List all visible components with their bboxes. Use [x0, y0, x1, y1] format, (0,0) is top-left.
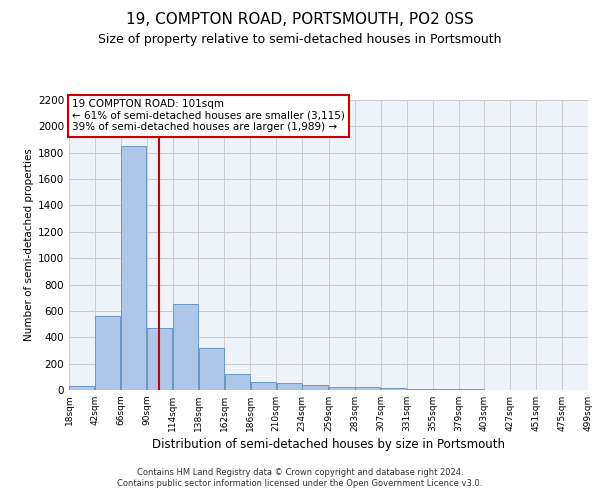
Bar: [251, 382, 276, 390]
Bar: [225, 374, 250, 390]
Bar: [121, 146, 146, 390]
Text: Size of property relative to semi-detached houses in Portsmouth: Size of property relative to semi-detach…: [98, 32, 502, 46]
Y-axis label: Number of semi-detached properties: Number of semi-detached properties: [24, 148, 34, 342]
Bar: [199, 348, 224, 390]
Bar: [277, 384, 302, 390]
Text: 19 COMPTON ROAD: 101sqm
← 61% of semi-detached houses are smaller (3,115)
39% of: 19 COMPTON ROAD: 101sqm ← 61% of semi-de…: [72, 99, 345, 132]
Bar: [381, 388, 406, 390]
Text: 19, COMPTON ROAD, PORTSMOUTH, PO2 0SS: 19, COMPTON ROAD, PORTSMOUTH, PO2 0SS: [126, 12, 474, 28]
Bar: [173, 304, 198, 390]
Bar: [95, 316, 121, 390]
Bar: [147, 328, 172, 390]
X-axis label: Distribution of semi-detached houses by size in Portsmouth: Distribution of semi-detached houses by …: [152, 438, 505, 451]
Bar: [329, 386, 355, 390]
Text: Contains HM Land Registry data © Crown copyright and database right 2024.
Contai: Contains HM Land Registry data © Crown c…: [118, 468, 482, 487]
Bar: [302, 384, 328, 390]
Bar: [407, 388, 432, 390]
Bar: [433, 389, 458, 390]
Bar: [70, 386, 94, 390]
Bar: [355, 388, 380, 390]
